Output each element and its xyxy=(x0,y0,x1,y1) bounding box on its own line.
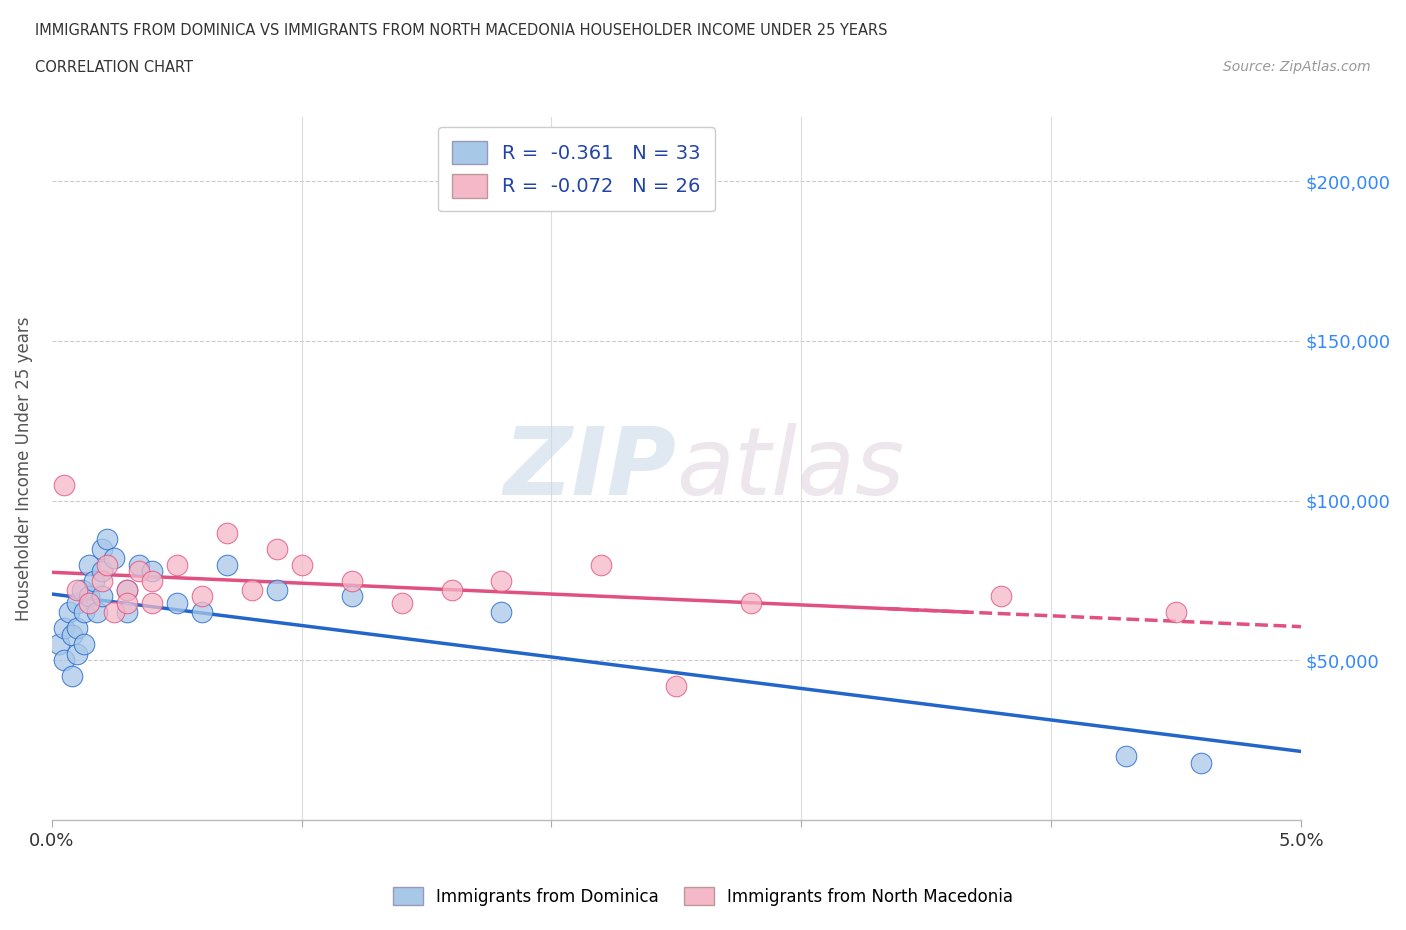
Point xyxy=(190,605,212,620)
Point xyxy=(90,541,112,556)
Point xyxy=(53,621,76,636)
Point xyxy=(115,583,138,598)
Legend: R =  -0.361   N = 33, R =  -0.072   N = 26: R = -0.361 N = 33, R = -0.072 N = 26 xyxy=(439,127,714,211)
Point xyxy=(215,557,238,572)
Point xyxy=(77,557,100,572)
Point xyxy=(115,595,138,610)
Point xyxy=(591,557,613,572)
Point xyxy=(128,564,150,578)
Text: atlas: atlas xyxy=(676,423,904,514)
Point xyxy=(90,589,112,604)
Point xyxy=(96,532,118,547)
Point xyxy=(166,595,188,610)
Point xyxy=(66,621,89,636)
Point xyxy=(141,564,163,578)
Point xyxy=(90,564,112,578)
Point xyxy=(115,583,138,598)
Point xyxy=(53,477,76,492)
Point xyxy=(48,637,70,652)
Point xyxy=(73,637,96,652)
Point xyxy=(491,573,513,588)
Point xyxy=(1189,755,1212,770)
Point xyxy=(115,605,138,620)
Text: ZIP: ZIP xyxy=(503,423,676,514)
Point xyxy=(340,573,363,588)
Point xyxy=(60,628,83,643)
Point xyxy=(86,605,108,620)
Point xyxy=(291,557,314,572)
Point xyxy=(66,595,89,610)
Point xyxy=(240,583,263,598)
Point xyxy=(1115,749,1137,764)
Point xyxy=(60,669,83,684)
Point xyxy=(665,679,688,694)
Point xyxy=(440,583,463,598)
Text: CORRELATION CHART: CORRELATION CHART xyxy=(35,60,193,75)
Point xyxy=(990,589,1012,604)
Point xyxy=(266,583,288,598)
Point xyxy=(141,595,163,610)
Y-axis label: Householder Income Under 25 years: Householder Income Under 25 years xyxy=(15,316,32,621)
Point xyxy=(66,646,89,661)
Point xyxy=(90,573,112,588)
Point xyxy=(83,573,105,588)
Point xyxy=(103,551,125,565)
Point xyxy=(1164,605,1187,620)
Point xyxy=(77,595,100,610)
Point xyxy=(73,605,96,620)
Point xyxy=(340,589,363,604)
Point xyxy=(128,557,150,572)
Point xyxy=(266,541,288,556)
Point xyxy=(66,583,89,598)
Legend: Immigrants from Dominica, Immigrants from North Macedonia: Immigrants from Dominica, Immigrants fro… xyxy=(387,881,1019,912)
Point xyxy=(740,595,762,610)
Point xyxy=(53,653,76,668)
Point xyxy=(141,573,163,588)
Point xyxy=(491,605,513,620)
Point xyxy=(391,595,413,610)
Point xyxy=(215,525,238,540)
Text: Source: ZipAtlas.com: Source: ZipAtlas.com xyxy=(1223,60,1371,74)
Point xyxy=(70,583,93,598)
Point xyxy=(166,557,188,572)
Point xyxy=(58,605,80,620)
Point xyxy=(190,589,212,604)
Point xyxy=(96,557,118,572)
Point xyxy=(77,589,100,604)
Point xyxy=(103,605,125,620)
Text: IMMIGRANTS FROM DOMINICA VS IMMIGRANTS FROM NORTH MACEDONIA HOUSEHOLDER INCOME U: IMMIGRANTS FROM DOMINICA VS IMMIGRANTS F… xyxy=(35,23,887,38)
